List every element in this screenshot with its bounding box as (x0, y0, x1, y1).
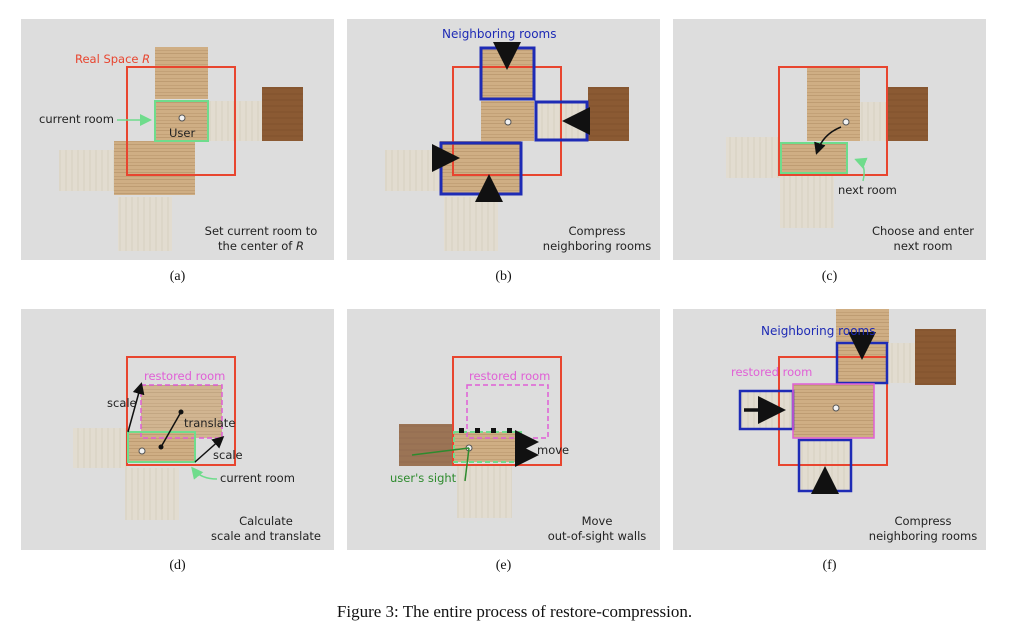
room (726, 137, 780, 178)
panel-f: Neighboring rooms restored room Compress… (673, 309, 986, 550)
next-room-floor (780, 143, 847, 173)
room (125, 468, 179, 520)
panel-label: (b) (495, 269, 512, 284)
restored-room-outline (140, 384, 223, 439)
users-sight-label: user's sight (390, 471, 457, 485)
move-label: move (537, 443, 570, 457)
panel-description: Compress neighboring rooms (868, 514, 978, 543)
room (118, 197, 172, 251)
room (399, 424, 454, 466)
neighboring-rooms-label: Neighboring rooms (761, 324, 876, 338)
panel-e-diagram (399, 356, 562, 518)
panel-a-diagram (59, 47, 303, 251)
room (780, 175, 834, 228)
room (155, 47, 208, 99)
room (262, 87, 303, 141)
panel-c: next room Choose and enter next room (673, 19, 986, 260)
scale-line (127, 382, 145, 433)
wall-handle (459, 428, 464, 433)
scale-label: scale (107, 396, 137, 410)
real-space-boundary (778, 66, 888, 176)
restored-room-outline (792, 383, 875, 439)
room (807, 68, 860, 102)
restored-room-floor (793, 384, 874, 438)
current-room-outline (154, 100, 209, 142)
current-room-outline (127, 431, 196, 463)
panel-c-diagram (726, 66, 928, 228)
panel-description: Compress neighboring rooms (542, 224, 652, 253)
panel-a: Real Space R current room User Set curre… (21, 19, 334, 260)
real-space-boundary (126, 66, 236, 176)
panel-b: Neighboring rooms Compress neighboring r… (347, 19, 660, 260)
room (807, 102, 860, 141)
real-space-symbol: R (295, 239, 304, 253)
translate-point (158, 444, 164, 450)
room (444, 197, 498, 251)
real-space-boundary (452, 356, 562, 466)
real-space-symbol: R (142, 52, 151, 66)
wall-handle (507, 428, 512, 433)
panel-description: Choose and enter next room (871, 224, 975, 253)
panel-e: restored room move user's sight Move out… (347, 309, 660, 550)
panel-label: (e) (495, 558, 512, 573)
user-icon (842, 118, 850, 126)
move-path-arrow (814, 126, 842, 155)
panel-d: restored room scale translate scale curr… (21, 309, 334, 550)
restored-room-label: restored room (731, 365, 813, 379)
room (915, 329, 956, 385)
panel-description: Calculate scale and translate (211, 514, 321, 543)
current-room-label: current room (220, 471, 295, 485)
sight-line (411, 447, 470, 456)
room (887, 343, 915, 383)
user-icon (138, 447, 146, 455)
neighboring-rooms-label: Neighboring rooms (442, 27, 557, 41)
current-room-label: current room (39, 112, 114, 126)
room (73, 428, 128, 468)
sight-line (464, 447, 470, 482)
room (588, 87, 629, 141)
user-icon (178, 114, 186, 122)
room (385, 150, 440, 191)
next-room-pointer (854, 157, 868, 182)
user-icon (504, 118, 512, 126)
wall-handle (491, 428, 496, 433)
room (860, 102, 887, 141)
next-room-label: next room (838, 183, 897, 197)
restored-room-label: restored room (469, 369, 551, 383)
panel-label: (d) (169, 558, 186, 573)
restored-room-outline (466, 384, 549, 439)
restored-room-label: restored room (144, 369, 226, 383)
panel-f-diagram (738, 309, 956, 494)
scale-line (194, 436, 225, 463)
translate-line (160, 411, 182, 448)
panel-label: (f) (822, 558, 837, 573)
figure-caption: Figure 3: The entire process of restore-… (336, 602, 693, 621)
wall-handle (475, 428, 480, 433)
panel-label: (a) (169, 269, 186, 284)
current-room-pointer (191, 466, 218, 480)
scale-label: scale (213, 448, 243, 462)
translate-label: translate (184, 416, 236, 430)
room (887, 87, 928, 141)
user-label: User (169, 126, 196, 140)
current-room-floor (454, 432, 521, 462)
translate-point (178, 409, 184, 415)
panel-d-diagram (73, 356, 236, 520)
next-room-outline (780, 142, 848, 174)
real-space-label: Real Space R (75, 52, 151, 66)
panel-label: (c) (821, 269, 838, 284)
panel-description: Move out-of-sight walls (547, 514, 647, 543)
real-space-boundary (126, 356, 236, 466)
panel-b-diagram (385, 42, 629, 251)
room (59, 150, 114, 191)
user-icon (832, 404, 840, 412)
panel-description: Set current room to the center of R (204, 224, 318, 253)
